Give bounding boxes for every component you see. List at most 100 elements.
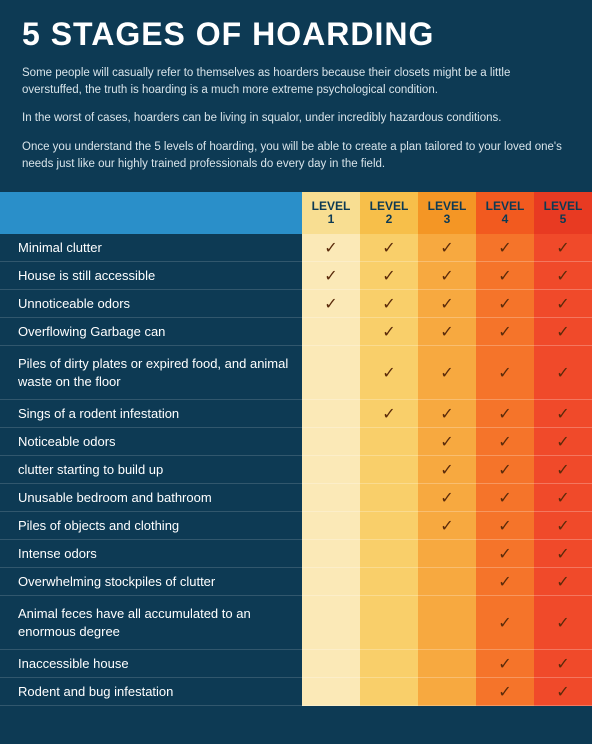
check-cell: ✓ bbox=[534, 484, 592, 512]
check-icon: ✓ bbox=[498, 432, 511, 452]
check-icon: ✓ bbox=[440, 363, 453, 383]
check-cell: ✓ bbox=[534, 540, 592, 568]
table-row: House is still accessible✓✓✓✓✓ bbox=[0, 262, 592, 290]
check-cell: ✓ bbox=[418, 428, 476, 456]
check-cell: ✓ bbox=[302, 262, 360, 290]
table-row: Unusable bedroom and bathroom✓✓✓ bbox=[0, 484, 592, 512]
check-icon: ✓ bbox=[498, 654, 511, 674]
check-cell: ✓ bbox=[418, 400, 476, 428]
table-row: Sings of a rodent infestation✓✓✓✓ bbox=[0, 400, 592, 428]
check-icon: ✓ bbox=[440, 404, 453, 424]
level-header: LEVEL 2 bbox=[360, 192, 418, 234]
check-icon: ✓ bbox=[498, 322, 511, 342]
check-icon: ✓ bbox=[324, 238, 337, 258]
check-icon: ✓ bbox=[382, 266, 395, 286]
check-cell: ✓ bbox=[302, 290, 360, 318]
check-cell: ✓ bbox=[418, 484, 476, 512]
table-row: Overflowing Garbage can✓✓✓✓ bbox=[0, 318, 592, 346]
empty-cell bbox=[418, 596, 476, 650]
check-icon: ✓ bbox=[556, 654, 569, 674]
check-cell: ✓ bbox=[476, 428, 534, 456]
level-header: LEVEL 3 bbox=[418, 192, 476, 234]
check-icon: ✓ bbox=[440, 322, 453, 342]
row-label: Unnoticeable odors bbox=[0, 290, 302, 318]
empty-cell bbox=[418, 678, 476, 706]
check-icon: ✓ bbox=[556, 516, 569, 536]
check-cell: ✓ bbox=[534, 346, 592, 400]
table-row: clutter starting to build up✓✓✓ bbox=[0, 456, 592, 484]
check-icon: ✓ bbox=[556, 544, 569, 564]
empty-cell bbox=[360, 428, 418, 456]
empty-cell bbox=[302, 456, 360, 484]
check-cell: ✓ bbox=[476, 400, 534, 428]
table-row: Unnoticeable odors✓✓✓✓✓ bbox=[0, 290, 592, 318]
check-cell: ✓ bbox=[418, 318, 476, 346]
check-cell: ✓ bbox=[360, 290, 418, 318]
empty-cell bbox=[418, 650, 476, 678]
check-icon: ✓ bbox=[556, 266, 569, 286]
check-cell: ✓ bbox=[360, 318, 418, 346]
table-row: Intense odors✓✓ bbox=[0, 540, 592, 568]
check-cell: ✓ bbox=[534, 318, 592, 346]
check-icon: ✓ bbox=[498, 682, 511, 702]
empty-cell bbox=[302, 346, 360, 400]
check-icon: ✓ bbox=[556, 238, 569, 258]
header: 5 STAGES OF HOARDING Some people will ca… bbox=[0, 0, 592, 192]
check-cell: ✓ bbox=[476, 678, 534, 706]
check-icon: ✓ bbox=[498, 294, 511, 314]
check-icon: ✓ bbox=[556, 682, 569, 702]
check-icon: ✓ bbox=[556, 363, 569, 383]
row-label: Minimal clutter bbox=[0, 234, 302, 262]
check-cell: ✓ bbox=[476, 262, 534, 290]
check-cell: ✓ bbox=[418, 262, 476, 290]
empty-cell bbox=[418, 540, 476, 568]
empty-cell bbox=[302, 650, 360, 678]
check-cell: ✓ bbox=[360, 262, 418, 290]
check-cell: ✓ bbox=[476, 318, 534, 346]
empty-cell bbox=[302, 568, 360, 596]
empty-cell bbox=[360, 568, 418, 596]
check-icon: ✓ bbox=[440, 432, 453, 452]
table-row: Piles of objects and clothing✓✓✓ bbox=[0, 512, 592, 540]
level-header: LEVEL 1 bbox=[302, 192, 360, 234]
empty-cell bbox=[360, 650, 418, 678]
empty-cell bbox=[360, 678, 418, 706]
row-label: Animal feces have all accumulated to an … bbox=[0, 596, 302, 650]
row-label: Piles of objects and clothing bbox=[0, 512, 302, 540]
check-icon: ✓ bbox=[440, 266, 453, 286]
check-icon: ✓ bbox=[556, 488, 569, 508]
check-icon: ✓ bbox=[498, 460, 511, 480]
check-cell: ✓ bbox=[534, 290, 592, 318]
empty-cell bbox=[302, 484, 360, 512]
intro-text: Some people will casually refer to thems… bbox=[22, 65, 570, 172]
empty-cell bbox=[418, 568, 476, 596]
row-label: Intense odors bbox=[0, 540, 302, 568]
empty-cell bbox=[302, 400, 360, 428]
check-cell: ✓ bbox=[534, 512, 592, 540]
row-label: Unusable bedroom and bathroom bbox=[0, 484, 302, 512]
empty-cell bbox=[360, 484, 418, 512]
empty-cell bbox=[302, 428, 360, 456]
check-icon: ✓ bbox=[556, 613, 569, 633]
row-label: Noticeable odors bbox=[0, 428, 302, 456]
check-cell: ✓ bbox=[534, 596, 592, 650]
check-icon: ✓ bbox=[556, 572, 569, 592]
check-cell: ✓ bbox=[418, 512, 476, 540]
table-row: Minimal clutter✓✓✓✓✓ bbox=[0, 234, 592, 262]
empty-cell bbox=[302, 678, 360, 706]
table-row: Animal feces have all accumulated to an … bbox=[0, 596, 592, 650]
check-cell: ✓ bbox=[534, 234, 592, 262]
check-cell: ✓ bbox=[418, 346, 476, 400]
check-cell: ✓ bbox=[534, 428, 592, 456]
table-header-spacer bbox=[0, 192, 302, 234]
row-label: Piles of dirty plates or expired food, a… bbox=[0, 346, 302, 400]
check-cell: ✓ bbox=[476, 234, 534, 262]
empty-cell bbox=[302, 318, 360, 346]
check-icon: ✓ bbox=[382, 404, 395, 424]
check-icon: ✓ bbox=[498, 613, 511, 633]
check-icon: ✓ bbox=[556, 460, 569, 480]
empty-cell bbox=[360, 596, 418, 650]
table-row: Piles of dirty plates or expired food, a… bbox=[0, 346, 592, 400]
table-row: Rodent and bug infestation✓✓ bbox=[0, 678, 592, 706]
check-icon: ✓ bbox=[324, 294, 337, 314]
